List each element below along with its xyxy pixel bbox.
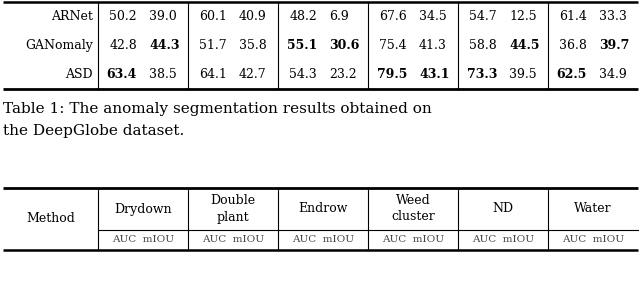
Text: Table 1: The anomaly segmentation results obtained on: Table 1: The anomaly segmentation result… xyxy=(3,102,432,116)
Text: 67.6: 67.6 xyxy=(380,10,407,23)
Text: 12.5: 12.5 xyxy=(509,10,536,23)
Text: 38.5: 38.5 xyxy=(149,68,177,81)
Text: 50.2: 50.2 xyxy=(109,10,137,23)
Text: 34.5: 34.5 xyxy=(419,10,447,23)
Text: ND: ND xyxy=(492,203,513,216)
Text: 60.1: 60.1 xyxy=(199,10,227,23)
Text: 58.8: 58.8 xyxy=(469,39,497,52)
Text: Drydown: Drydown xyxy=(114,203,172,216)
Text: ARNet: ARNet xyxy=(51,10,93,23)
Text: 35.8: 35.8 xyxy=(239,39,267,52)
Text: 39.7: 39.7 xyxy=(599,39,629,52)
Text: 54.7: 54.7 xyxy=(469,10,497,23)
Text: 75.4: 75.4 xyxy=(380,39,407,52)
Text: 51.7: 51.7 xyxy=(200,39,227,52)
Text: 30.6: 30.6 xyxy=(329,39,360,52)
Text: 36.8: 36.8 xyxy=(559,39,587,52)
Text: 61.4: 61.4 xyxy=(559,10,587,23)
Text: Endrow: Endrow xyxy=(298,203,348,216)
Text: 39.0: 39.0 xyxy=(149,10,177,23)
Text: 79.5: 79.5 xyxy=(376,68,407,81)
Text: 41.3: 41.3 xyxy=(419,39,447,52)
Text: 23.2: 23.2 xyxy=(329,68,356,81)
Text: 42.7: 42.7 xyxy=(239,68,267,81)
Text: the DeepGlobe dataset.: the DeepGlobe dataset. xyxy=(3,124,184,138)
Text: AUC  mIOU: AUC mIOU xyxy=(292,235,354,244)
Text: 43.1: 43.1 xyxy=(419,68,449,81)
Text: AUC  mIOU: AUC mIOU xyxy=(112,235,174,244)
Text: 62.5: 62.5 xyxy=(557,68,587,81)
Text: Method: Method xyxy=(26,212,75,226)
Text: 34.9: 34.9 xyxy=(599,68,627,81)
Text: AUC  mIOU: AUC mIOU xyxy=(562,235,624,244)
Text: 42.8: 42.8 xyxy=(109,39,137,52)
Text: Water: Water xyxy=(574,203,612,216)
Text: 33.3: 33.3 xyxy=(599,10,627,23)
Text: Weed
cluster: Weed cluster xyxy=(391,195,435,223)
Text: 40.9: 40.9 xyxy=(239,10,267,23)
Text: 44.5: 44.5 xyxy=(509,39,540,52)
Text: 44.3: 44.3 xyxy=(149,39,179,52)
Text: 6.9: 6.9 xyxy=(329,10,349,23)
Text: 64.1: 64.1 xyxy=(199,68,227,81)
Text: 48.2: 48.2 xyxy=(289,10,317,23)
Text: AUC  mIOU: AUC mIOU xyxy=(382,235,444,244)
Text: AUC  mIOU: AUC mIOU xyxy=(472,235,534,244)
Text: 55.1: 55.1 xyxy=(287,39,317,52)
Text: 73.3: 73.3 xyxy=(467,68,497,81)
Text: Double
plant: Double plant xyxy=(211,195,255,223)
Text: 54.3: 54.3 xyxy=(289,68,317,81)
Text: AUC  mIOU: AUC mIOU xyxy=(202,235,264,244)
Text: ASD: ASD xyxy=(65,68,93,81)
Text: GANomaly: GANomaly xyxy=(25,39,93,52)
Text: 39.5: 39.5 xyxy=(509,68,536,81)
Text: 63.4: 63.4 xyxy=(107,68,137,81)
